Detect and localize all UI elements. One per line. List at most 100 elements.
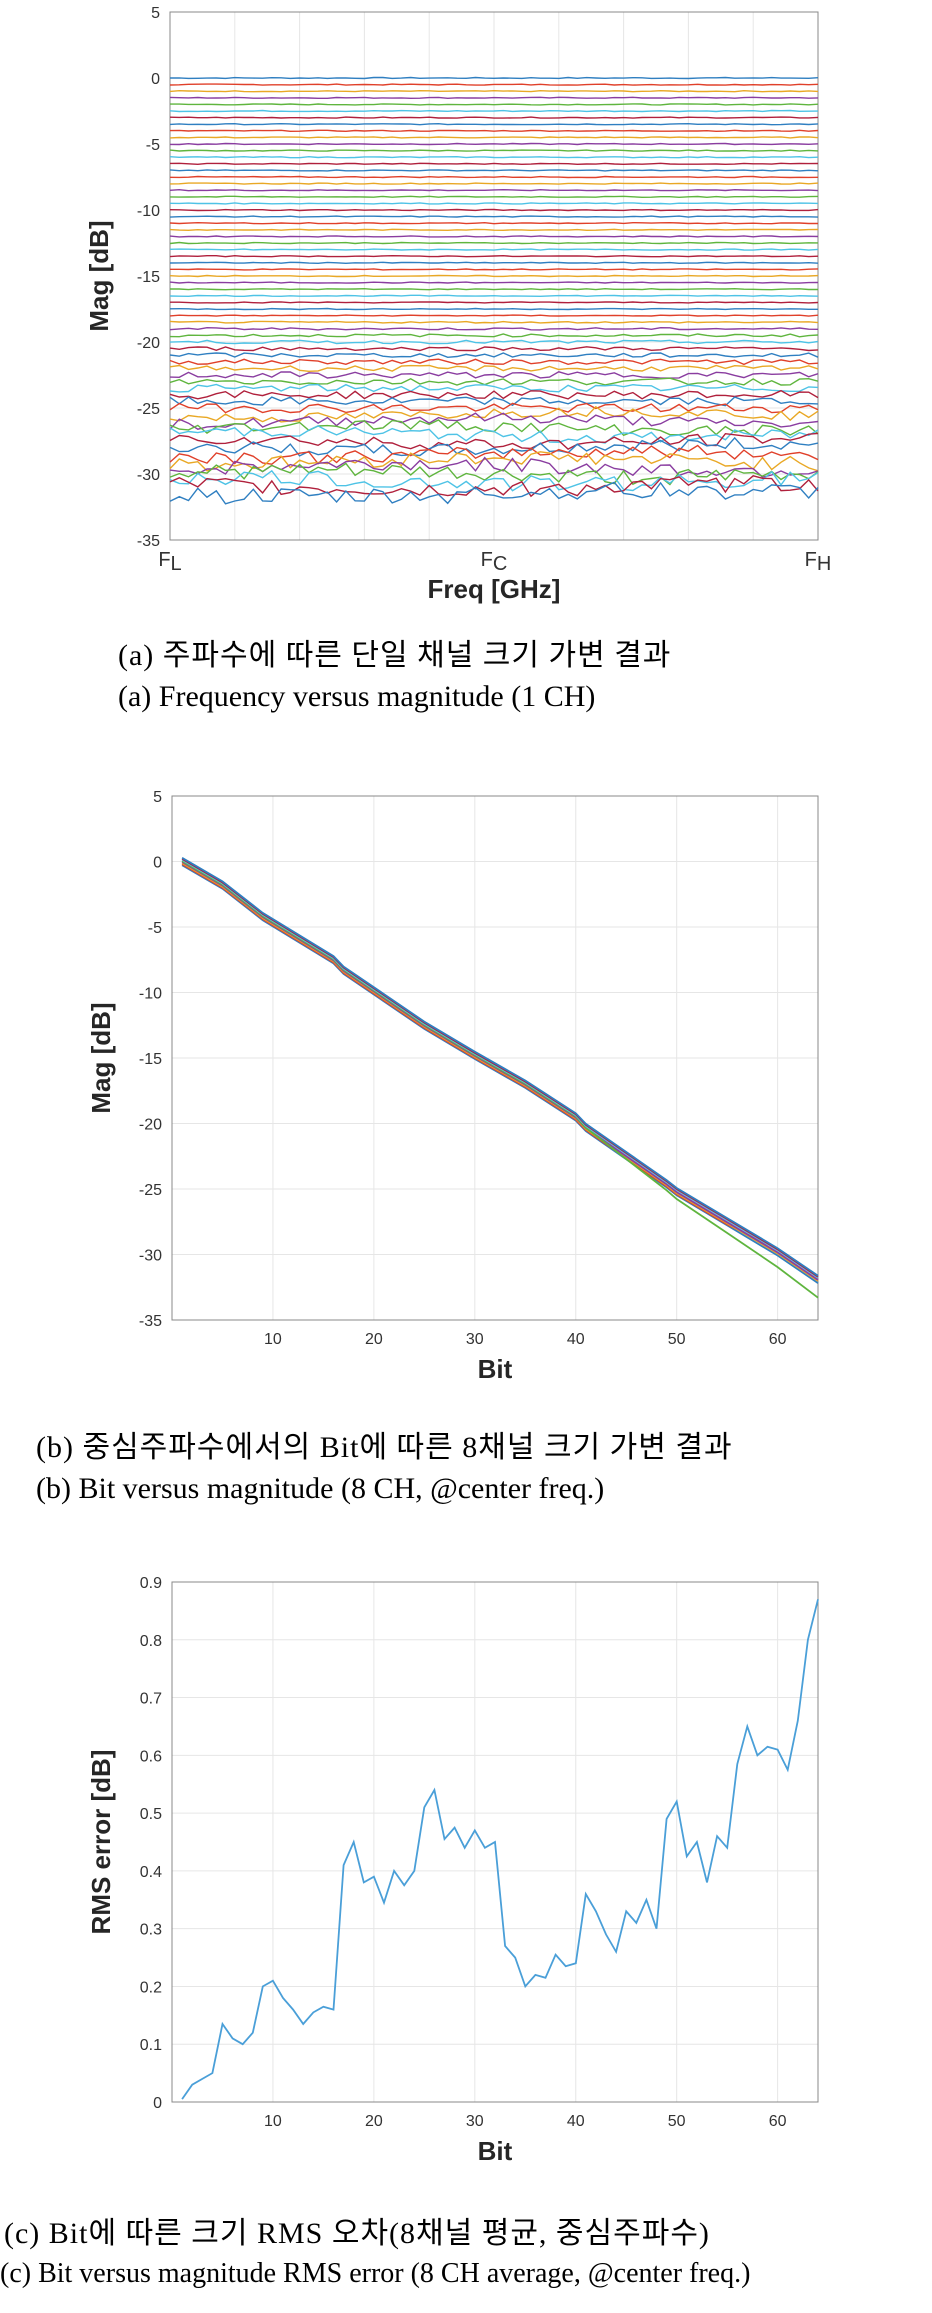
series-line	[169, 202, 819, 205]
figure-panel-c: Bit RMS error [dB] 0.9 0.8 0.7 0.6 0.5 0.4 0.3 0.…	[0, 1560, 932, 2313]
series-line	[169, 383, 819, 393]
chart-a: Freq [GHz] Mag [dB] 5 0 -5 -10 -15 -20 -25 -30 -35…	[84, 5, 832, 604]
series-line	[169, 451, 819, 472]
y-tick-label: 5	[151, 5, 160, 22]
y-tick-label: 0.2	[140, 1979, 162, 1996]
y-tick-label: -5	[148, 920, 162, 937]
series-line	[169, 475, 819, 498]
y-tick-label: -10	[137, 203, 160, 220]
chart-c: Bit RMS error [dB] 0.9 0.8 0.7 0.6 0.5 0.4 0.3 0.…	[86, 1575, 819, 2166]
y-tick-label: 0.8	[140, 1633, 162, 1650]
series-line	[169, 76, 819, 80]
caption-a-korean: (a) 주파수에 따른 단일 채널 크기 가변 결과	[118, 639, 672, 672]
series-line	[169, 346, 819, 352]
axes-frame	[171, 1581, 819, 2103]
caption-c-korean: (c) Bit에 따른 크기 RMS 오차(8채널 평균, 중심주파수)	[4, 2217, 710, 2250]
series-line	[169, 320, 819, 324]
series-line	[169, 425, 819, 444]
series-line	[169, 436, 819, 457]
y-tick-label: 0.7	[140, 1691, 162, 1708]
x-tick-label: 60	[769, 1331, 787, 1348]
channel-line	[181, 857, 819, 1277]
series-line	[169, 412, 819, 430]
series-line	[169, 358, 819, 366]
series-line	[169, 364, 819, 373]
series-line	[169, 175, 819, 179]
x-tick-label: 10	[264, 1331, 282, 1348]
series-line	[169, 136, 819, 139]
series-line	[169, 469, 819, 492]
y-tick-label: -35	[139, 1313, 162, 1330]
caption-b-korean: (b) 중심주파수에서의 Bit에 따른 8채널 크기 가변 결과	[36, 1431, 733, 1464]
y-axis-label: Mag [dB]	[86, 1002, 116, 1113]
y-tick-label: -20	[139, 1117, 162, 1134]
x-axis-label: Bit	[478, 2136, 513, 2166]
series-line	[170, 287, 818, 291]
y-tick-label: 0.6	[140, 1748, 162, 1765]
y-tick-label: -10	[139, 986, 162, 1003]
series-line	[169, 122, 819, 126]
series-line	[169, 444, 819, 465]
x-tick-label: 50	[668, 2113, 686, 2130]
series-line	[170, 301, 819, 304]
series-line	[169, 294, 819, 298]
series-line	[169, 274, 819, 278]
x-tick-label: 30	[466, 2113, 484, 2130]
y-tick-label: 0	[153, 2095, 162, 2112]
y-tick-label: -30	[139, 1248, 162, 1265]
x-tick-label: 40	[567, 2113, 585, 2130]
x-tick-label: 20	[365, 2113, 383, 2130]
series-line	[169, 116, 819, 119]
y-tick-label: -25	[139, 1182, 162, 1199]
series-line	[169, 377, 819, 386]
y-tick-label: 5	[153, 789, 162, 806]
series-line	[169, 326, 819, 331]
series-line	[169, 96, 819, 100]
y-tick-label: -15	[137, 269, 160, 286]
series-line	[170, 103, 819, 106]
axes-frame	[171, 795, 819, 1321]
y-axis-label: RMS error [dB]	[86, 1750, 116, 1935]
series-line	[169, 169, 819, 172]
figure-panel-b: Bit Mag [dB] 5 0 -5 -10 -15 -20 -25 -30 -35 10 20 30 4…	[0, 780, 932, 1505]
y-tick-label: -15	[139, 1051, 162, 1068]
series-line	[169, 307, 818, 311]
series-line	[169, 208, 819, 212]
series-line	[169, 215, 819, 218]
series-line	[169, 333, 819, 338]
series-line	[169, 228, 819, 232]
series-line	[169, 89, 819, 93]
x-tick-label: FC	[481, 549, 508, 575]
y-tick-label: 0.1	[140, 2037, 162, 2054]
channel-line	[181, 860, 819, 1299]
series-line	[169, 352, 819, 359]
y-tick-label: 0.5	[140, 1806, 162, 1823]
series-line	[169, 254, 819, 258]
caption-b-english: (b) Bit versus magnitude (8 CH, @center …	[36, 1472, 605, 1505]
y-tick-label: 0.3	[140, 1922, 162, 1939]
series-line	[169, 314, 819, 317]
x-tick-label: 40	[567, 1331, 585, 1348]
x-tick-label: FH	[805, 549, 832, 575]
series-line	[169, 142, 819, 146]
x-tick-label: 60	[769, 2113, 787, 2130]
series-line	[169, 241, 819, 245]
series-line	[170, 268, 819, 271]
series-line	[169, 339, 819, 345]
y-axis-label: Mag [dB]	[84, 220, 114, 331]
series-line	[169, 396, 819, 407]
series-line	[169, 248, 819, 251]
series-line	[169, 109, 819, 113]
series-line	[169, 149, 819, 152]
x-tick-label: 50	[668, 1331, 686, 1348]
x-tick-label: 10	[264, 2113, 282, 2130]
y-tick-label: -5	[146, 137, 160, 154]
series-line	[169, 162, 819, 166]
y-tick-label: 0.9	[140, 1575, 162, 1592]
series-line	[169, 371, 819, 379]
series-line	[169, 481, 819, 505]
series-line	[169, 83, 819, 86]
series-line	[169, 389, 819, 400]
series-line	[169, 402, 819, 414]
